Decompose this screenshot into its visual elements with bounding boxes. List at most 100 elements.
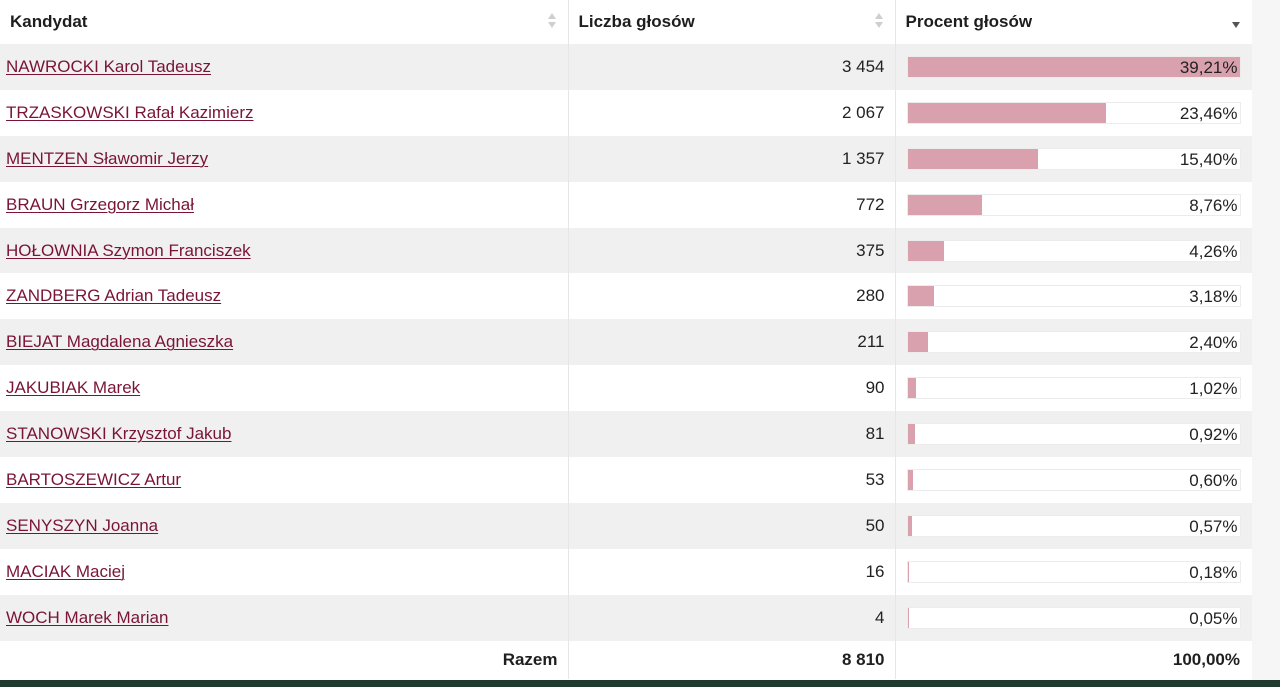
table-header-row: Kandydat Liczba głosów Procent głosów [0,0,1252,44]
percent-cell: 0,92% [895,411,1252,458]
column-header-votes[interactable]: Liczba głosów [568,0,896,44]
percent-cell: 2,40% [895,319,1252,366]
candidate-cell: WOCH Marek Marian [0,594,569,641]
column-header-percent[interactable]: Procent głosów [895,0,1252,44]
percent-value: 0,05% [1189,608,1238,628]
percent-bar: 39,21% [906,55,1241,78]
percent-bar: 3,18% [906,285,1241,308]
candidate-link[interactable]: TRZASKOWSKI Rafał Kazimierz [6,102,254,122]
candidate-cell: HOŁOWNIA Szymon Franciszek [0,227,569,274]
table-row: MACIAK Maciej 16 0,18% [0,548,1252,595]
candidate-link[interactable]: BARTOSZEWICZ Artur [6,469,182,489]
votes-cell: 280 [568,273,896,320]
percent-cell: 1,02% [895,365,1252,412]
percent-cell: 4,26% [895,227,1252,274]
percent-bar-fill [907,194,982,215]
percent-bar-fill [907,561,910,582]
table-row: BARTOSZEWICZ Artur 53 0,60% [0,457,1252,503]
percent-cell: 15,40% [895,135,1252,182]
percent-bar: 0,60% [906,468,1241,491]
percent-bar: 0,18% [906,560,1241,583]
candidate-cell: ZANDBERG Adrian Tadeusz [0,273,569,320]
percent-bar-fill [907,56,1240,77]
votes-cell: 1 357 [568,135,896,182]
column-header-candidate-label: Kandydat [10,12,88,31]
votes-cell: 4 [568,594,896,641]
percent-bar: 2,40% [906,331,1241,354]
percent-value: 0,60% [1189,470,1238,490]
results-table: Kandydat Liczba głosów Procent głosów NA… [0,0,1252,679]
percent-value: 0,18% [1189,562,1238,582]
percent-bar-fill [907,102,1107,123]
candidate-cell: TRZASKOWSKI Rafał Kazimierz [0,89,569,136]
total-label: Razem [0,640,569,679]
candidate-cell: NAWROCKI Karol Tadeusz [0,44,569,90]
percent-value: 8,76% [1189,195,1238,215]
percent-value: 3,18% [1189,287,1238,307]
table-row: SENYSZYN Joanna 50 0,57% [0,502,1252,549]
votes-cell: 81 [568,411,896,458]
votes-cell: 90 [568,365,896,412]
percent-bar-fill [907,148,1038,169]
votes-cell: 16 [568,548,896,595]
table-row: WOCH Marek Marian 4 0,05% [0,594,1252,641]
page-margin [1252,0,1280,680]
candidate-link[interactable]: SENYSZYN Joanna [6,515,159,535]
table-footer-row: Razem 8 810 100,00% [0,640,1252,679]
candidate-link[interactable]: MENTZEN Sławomir Jerzy [6,148,209,168]
candidate-cell: MACIAK Maciej [0,548,569,595]
percent-bar: 0,57% [906,514,1241,537]
candidate-link[interactable]: JAKUBIAK Marek [6,378,141,398]
votes-cell: 211 [568,319,896,366]
percent-bar-fill [907,286,935,307]
candidate-cell: BARTOSZEWICZ Artur [0,457,569,503]
candidate-link[interactable]: MACIAK Maciej [6,561,126,581]
votes-cell: 2 067 [568,89,896,136]
percent-bar-fill [907,378,917,399]
candidate-link[interactable]: WOCH Marek Marian [6,607,169,627]
total-votes: 8 810 [568,640,896,679]
candidate-cell: JAKUBIAK Marek [0,365,569,412]
percent-bar-fill [907,332,928,353]
percent-bar: 4,26% [906,239,1241,262]
sort-descending-icon[interactable] [1232,13,1242,31]
percent-bar-fill [907,240,944,261]
table-row: MENTZEN Sławomir Jerzy 1 357 15,40% [0,135,1252,182]
sort-both-icon[interactable] [874,13,885,31]
percent-value: 4,26% [1189,241,1238,261]
candidate-cell: BRAUN Grzegorz Michał [0,181,569,228]
votes-cell: 53 [568,457,896,503]
candidate-cell: STANOWSKI Krzysztof Jakub [0,411,569,458]
percent-bar-fill [907,424,916,445]
votes-cell: 50 [568,502,896,549]
percent-value: 2,40% [1189,333,1238,353]
sort-both-icon[interactable] [547,13,558,31]
percent-cell: 8,76% [895,181,1252,228]
candidate-cell: BIEJAT Magdalena Agnieszka [0,319,569,366]
percent-bar: 23,46% [906,101,1241,124]
percent-cell: 23,46% [895,89,1252,136]
percent-value: 0,92% [1189,425,1238,445]
table-row: STANOWSKI Krzysztof Jakub 81 0,92% [0,411,1252,458]
percent-bar: 1,02% [906,377,1241,400]
candidate-link[interactable]: BRAUN Grzegorz Michał [6,194,194,214]
candidate-link[interactable]: NAWROCKI Karol Tadeusz [6,56,212,76]
total-percent: 100,00% [895,640,1252,679]
percent-value: 0,57% [1189,516,1238,536]
candidate-link[interactable]: HOŁOWNIA Szymon Franciszek [6,240,251,260]
column-header-candidate[interactable]: Kandydat [0,0,569,44]
percent-bar: 0,05% [906,606,1241,629]
votes-cell: 772 [568,181,896,228]
candidate-link[interactable]: ZANDBERG Adrian Tadeusz [6,286,222,306]
table-row: NAWROCKI Karol Tadeusz 3 454 39,21% [0,44,1252,90]
table-row: TRZASKOWSKI Rafał Kazimierz 2 067 23,46% [0,89,1252,136]
percent-cell: 0,18% [895,548,1252,595]
candidate-link[interactable]: BIEJAT Magdalena Agnieszka [6,332,234,352]
candidate-link[interactable]: STANOWSKI Krzysztof Jakub [6,424,232,444]
table-row: HOŁOWNIA Szymon Franciszek 375 4,26% [0,227,1252,274]
column-header-votes-label: Liczba głosów [578,12,695,31]
candidate-cell: MENTZEN Sławomir Jerzy [0,135,569,182]
percent-bar: 0,92% [906,423,1241,446]
percent-bar: 8,76% [906,193,1241,216]
